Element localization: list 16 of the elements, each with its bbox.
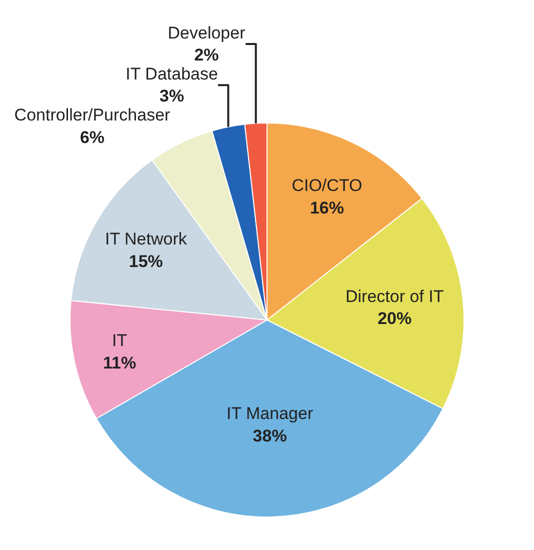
data-label: 20%: [378, 308, 412, 328]
data-label: 2%: [194, 46, 219, 65]
slice-label: Developer: [168, 23, 246, 42]
slice-label: IT Network: [104, 230, 188, 249]
slice-label: IT: [112, 331, 128, 350]
data-label: 11%: [103, 353, 136, 372]
data-label: 16%: [310, 198, 344, 218]
data-label: 6%: [80, 128, 105, 147]
slice-label: Director of IT: [345, 286, 444, 306]
slice-label: CIO/CTO: [292, 176, 362, 196]
slice-label: IT Database: [126, 64, 218, 84]
data-label: 3%: [160, 86, 184, 106]
slice-label: Controller/Purchaser: [14, 106, 171, 125]
slice-label: IT Manager: [226, 404, 314, 424]
data-label: 15%: [128, 252, 163, 271]
data-label: 38%: [252, 426, 287, 446]
